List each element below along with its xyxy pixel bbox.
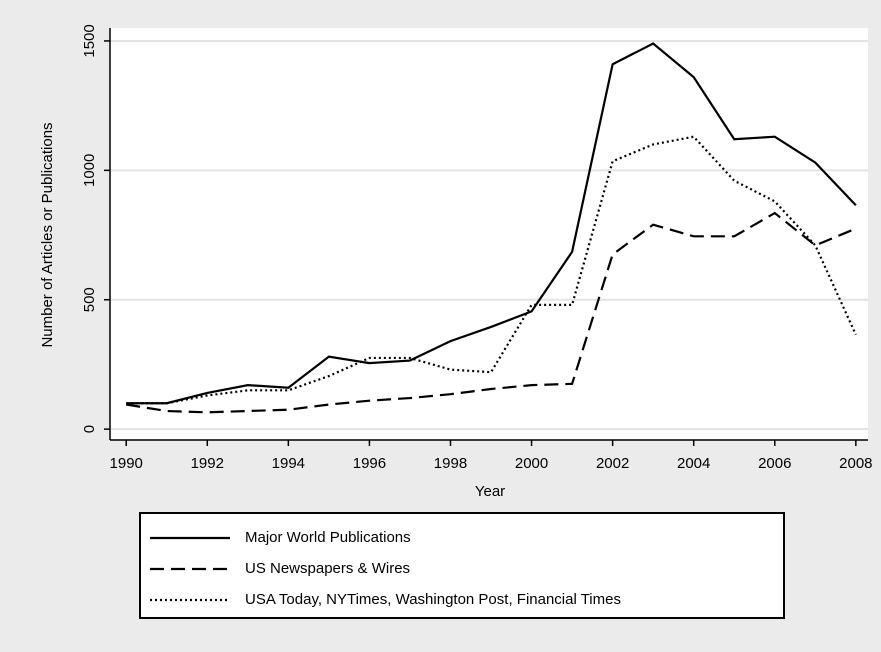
y-tick-label: 0 [81,425,98,433]
x-tick-label: 2004 [677,455,710,472]
x-tick-label: 1992 [191,455,224,472]
x-tick-label: 2002 [596,455,629,472]
x-tick-label: 1994 [272,455,305,472]
y-axis-title: Number of Articles or Publications [39,122,56,347]
legend-label: US Newspapers & Wires [245,560,410,577]
data-line [126,42,857,405]
plot-area [110,28,868,440]
x-tick-label: 2006 [758,455,791,472]
x-tick-label: 2008 [839,455,872,472]
x-axis-title: Year [475,483,505,500]
x-tick-label: 1998 [434,455,467,472]
legend-box [139,512,785,619]
y-tick-label: 1500 [81,24,98,57]
x-tick-label: 1990 [110,455,143,472]
x-tick-label: 2000 [515,455,548,472]
data-line [126,211,857,414]
x-tick-label: 1996 [353,455,386,472]
y-tick-label: 1000 [81,154,98,187]
y-tick-label: 500 [81,287,98,312]
legend-label: Major World Publications [245,529,411,546]
legend-label: USA Today, NYTimes, Washington Post, Fin… [245,591,621,608]
